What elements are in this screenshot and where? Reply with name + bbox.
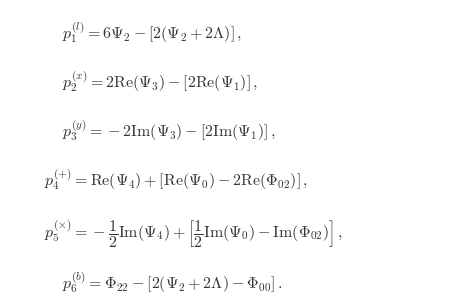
Text: $p_1^{(l)} = 6\Psi_2 - [2(\Psi_2 + 2\Lambda)]\,,$: $p_1^{(l)} = 6\Psi_2 - [2(\Psi_2 + 2\Lam… — [62, 20, 242, 45]
Text: $p_5^{(\times)} = -\dfrac{1}{2}\mathrm{Im}(\Psi_4) + \left[\dfrac{1}{2}\mathrm{I: $p_5^{(\times)} = -\dfrac{1}{2}\mathrm{I… — [43, 219, 342, 250]
Text: $p_3^{(y)} = -2\mathrm{Im}(\Psi_3) - [2\mathrm{Im}(\Psi_1)]\,,$: $p_3^{(y)} = -2\mathrm{Im}(\Psi_3) - [2\… — [62, 118, 276, 143]
Text: $p_6^{(b)} = \Phi_{22} - [2(\Psi_2 + 2\Lambda) - \Phi_{00}]\,.$: $p_6^{(b)} = \Phi_{22} - [2(\Psi_2 + 2\L… — [62, 270, 283, 295]
Text: $p_2^{(x)} = 2\mathrm{Re}(\Psi_3) - [2\mathrm{Re}(\Psi_1)]\,,$: $p_2^{(x)} = 2\mathrm{Re}(\Psi_3) - [2\m… — [62, 69, 258, 94]
Text: $p_4^{(+)} = \mathrm{Re}(\Psi_4) + [\mathrm{Re}(\Psi_0) - 2\mathrm{Re}(\Phi_{02}: $p_4^{(+)} = \mathrm{Re}(\Psi_4) + [\mat… — [43, 167, 308, 192]
